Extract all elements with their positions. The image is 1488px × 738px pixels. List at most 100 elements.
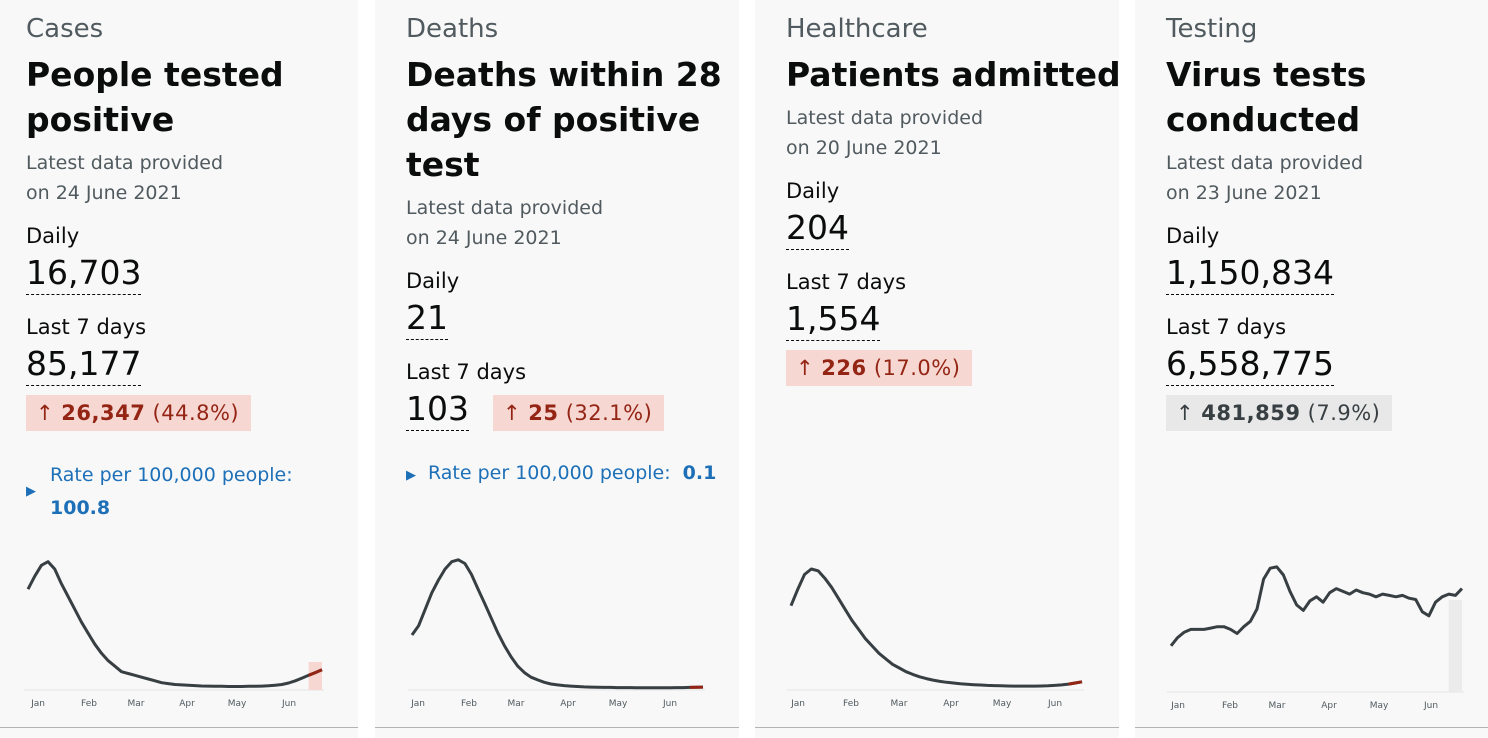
latest-date: on 24 June 2021 — [26, 182, 182, 204]
month-tick-label: Jun — [662, 699, 677, 709]
change-percent: (44.8%) — [152, 401, 240, 425]
arrow-up-icon: ↑ — [796, 356, 815, 380]
month-tick-label: May — [993, 699, 1012, 709]
month-tick-label: Feb — [81, 699, 97, 709]
daily-label: Daily — [786, 179, 840, 203]
triangle-right-icon: ▶ — [406, 468, 416, 483]
arrow-up-icon: ↑ — [36, 401, 55, 425]
trend-line — [789, 567, 1083, 688]
card-cases: Cases People tested positive Latest data… — [0, 0, 358, 738]
month-tick-label: May — [228, 699, 247, 709]
change-percent: (17.0%) — [873, 356, 961, 380]
headline-line: Virus tests — [1166, 55, 1367, 94]
card-headline[interactable]: People tested positive — [26, 52, 284, 142]
latest-date: on 20 June 2021 — [786, 137, 942, 159]
week-value[interactable]: 1,554 — [786, 299, 881, 341]
daily-label: Daily — [406, 269, 460, 293]
month-tick-label: Apr — [943, 699, 959, 709]
card-headline[interactable]: Patients admitted — [786, 52, 1121, 97]
week-label: Last 7 days — [786, 270, 907, 294]
rate-toggle[interactable]: ▶ Rate per 100,000 people: 100.8 — [26, 460, 293, 519]
admissions-trend-chart: Jan Feb Mar Apr May Jun — [787, 567, 1084, 709]
headline-line: People tested — [26, 55, 284, 94]
recent-trend-line — [1068, 680, 1083, 686]
recent-trend-line — [308, 668, 323, 677]
last-7-days-highlight — [308, 662, 322, 690]
card-category: Testing — [1166, 14, 1258, 44]
month-tick-label: Feb — [843, 699, 859, 709]
latest-date: on 24 June 2021 — [406, 227, 562, 249]
trend-line — [410, 558, 704, 690]
card-testing: Testing Virus tests conducted Latest dat… — [1135, 0, 1488, 738]
week-label: Last 7 days — [26, 315, 147, 339]
month-tick-label: Feb — [461, 699, 477, 709]
latest-data-text: Latest data provided on 24 June 2021 — [406, 193, 603, 253]
rate-value: 100.8 — [50, 497, 111, 519]
card-headline[interactable]: Virus tests conducted — [1166, 52, 1366, 142]
rate-value: 0.1 — [682, 462, 717, 484]
change-value: 26,347 — [61, 401, 146, 425]
card-category: Healthcare — [786, 14, 928, 44]
month-tick-label: Feb — [1222, 701, 1238, 711]
week-label: Last 7 days — [406, 360, 527, 384]
month-tick-label: May — [609, 699, 628, 709]
headline-line: conducted — [1166, 100, 1361, 139]
latest-line: Latest data provided — [1166, 152, 1364, 174]
change-percent: (32.1%) — [565, 401, 653, 425]
month-tick-label: Mar — [128, 699, 145, 709]
daily-value[interactable]: 16,703 — [26, 253, 142, 295]
change-value: 481,859 — [1201, 401, 1301, 425]
tests-trend-chart: Jan Feb Mar Apr May Jun — [1167, 565, 1464, 711]
daily-value[interactable]: 21 — [406, 298, 448, 340]
latest-data-text: Latest data provided on 23 June 2021 — [1166, 148, 1363, 208]
headline-line: Deaths within 28 — [406, 55, 722, 94]
change-value: 25 — [528, 401, 559, 425]
deaths-trend-chart: Jan Feb Mar Apr May Jun — [408, 558, 705, 709]
week-value[interactable]: 6,558,775 — [1166, 344, 1334, 386]
month-tick-label: May — [1370, 701, 1389, 711]
rate-toggle[interactable]: ▶ Rate per 100,000 people: 0.1 — [406, 460, 716, 489]
triangle-right-icon: ▶ — [26, 484, 36, 499]
week-label: Last 7 days — [1166, 315, 1287, 339]
month-tick-label: Apr — [560, 699, 576, 709]
arrow-up-icon: ↑ — [1176, 401, 1195, 425]
daily-value[interactable]: 204 — [786, 208, 849, 250]
last-7-days-highlight — [1448, 600, 1462, 692]
change-badge: ↑ 226 (17.0%) — [786, 350, 973, 386]
rate-label: Rate per 100,000 people: — [50, 464, 293, 486]
month-tick-label: Jan — [410, 699, 425, 709]
week-value[interactable]: 85,177 — [26, 344, 142, 386]
daily-value[interactable]: 1,150,834 — [1166, 253, 1334, 295]
card-healthcare: Healthcare Patients admitted Latest data… — [755, 0, 1121, 738]
trend-line — [1169, 565, 1464, 647]
month-tick-label: Jun — [1047, 699, 1062, 709]
change-value: 226 — [821, 356, 867, 380]
headline-line: positive — [26, 100, 175, 139]
card-deaths: Deaths Deaths within 28 days of positive… — [375, 0, 739, 738]
month-tick-label: Jan — [30, 699, 45, 709]
month-tick-label: Apr — [179, 699, 195, 709]
daily-label: Daily — [26, 224, 80, 248]
cases-trend-chart: Jan Feb Mar Apr May Jun — [24, 560, 324, 709]
month-tick-label: Jan — [1170, 701, 1185, 711]
card-category: Deaths — [406, 14, 499, 44]
arrow-up-icon: ↑ — [503, 401, 522, 425]
card-headline[interactable]: Deaths within 28 days of positive test — [406, 52, 722, 187]
headline-line: test — [406, 145, 480, 184]
month-tick-label: Mar — [891, 699, 908, 709]
headline-line: Patients admitted — [786, 55, 1121, 94]
month-tick-label: Jun — [281, 699, 296, 709]
latest-line: Latest data provided — [786, 107, 984, 129]
daily-label: Daily — [1166, 224, 1220, 248]
headline-line: days of positive — [406, 100, 701, 139]
trend-line — [26, 560, 323, 688]
month-tick-label: Jun — [1423, 701, 1438, 711]
card-category: Cases — [26, 14, 104, 44]
month-tick-label: Apr — [1321, 701, 1337, 711]
week-value[interactable]: 103 — [406, 389, 469, 431]
change-badge: ↑ 481,859 (7.9%) — [1166, 395, 1393, 431]
latest-line: Latest data provided — [406, 197, 604, 219]
latest-data-text: Latest data provided on 24 June 2021 — [26, 148, 223, 208]
rate-label: Rate per 100,000 people: — [428, 462, 671, 484]
change-badge: ↑ 26,347 (44.8%) — [26, 395, 252, 431]
